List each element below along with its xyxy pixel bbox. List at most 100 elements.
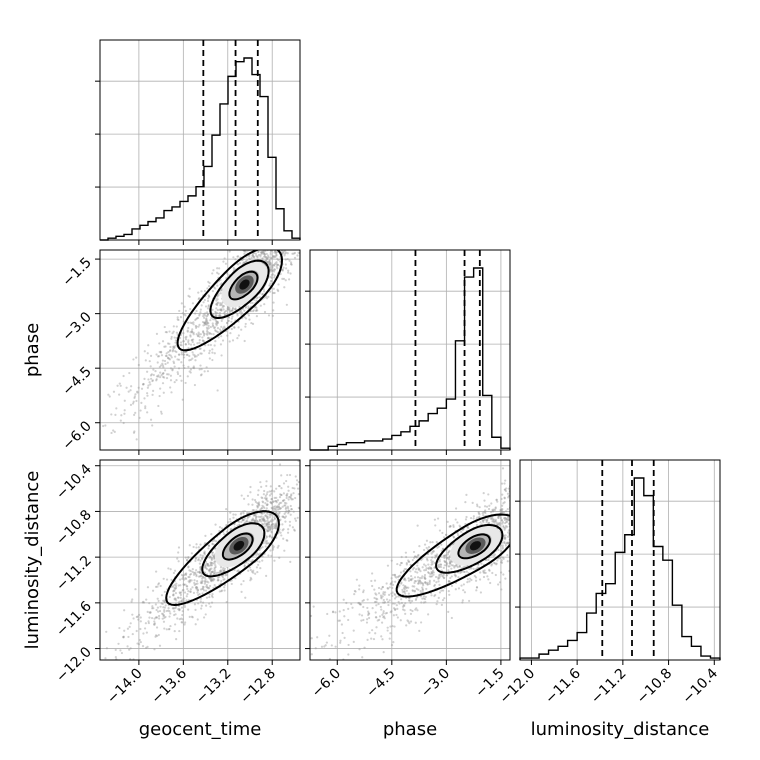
scatter-point xyxy=(515,530,517,532)
scatter-point xyxy=(208,357,211,360)
scatter-point xyxy=(468,567,471,570)
scatter-point xyxy=(422,597,425,600)
scatter-point xyxy=(193,383,197,387)
scatter-point xyxy=(286,531,290,534)
scatter-point xyxy=(504,479,507,482)
contour-0 xyxy=(228,270,259,301)
scatter-point xyxy=(205,580,209,583)
scatter-point xyxy=(507,516,510,520)
scatter-point xyxy=(495,521,498,524)
scatter-point xyxy=(475,586,479,589)
scatter-point xyxy=(267,521,271,524)
scatter-point xyxy=(221,306,224,309)
scatter-point xyxy=(203,576,206,579)
scatter-point xyxy=(257,503,260,506)
scatter-point xyxy=(343,177,345,179)
scatter-point xyxy=(208,570,211,573)
scatter-point xyxy=(367,610,370,613)
scatter-point xyxy=(183,591,187,594)
scatter-point xyxy=(347,618,350,622)
scatter-point xyxy=(276,247,278,249)
scatter-point xyxy=(207,324,210,328)
scatter-point xyxy=(278,511,281,514)
scatter-point xyxy=(383,615,386,618)
scatter-point xyxy=(232,516,235,519)
scatter-point xyxy=(165,609,168,613)
scatter-point xyxy=(218,314,221,317)
scatter-point xyxy=(272,500,275,504)
scatter-point xyxy=(503,501,506,504)
scatter-point xyxy=(362,589,365,592)
scatter-point xyxy=(274,252,278,255)
x-tick-label: −13.6 xyxy=(149,665,191,707)
scatter-point xyxy=(277,244,279,246)
contour-1 xyxy=(435,524,504,574)
scatter-point xyxy=(228,307,231,311)
scatter-point xyxy=(206,337,210,340)
scatter-point xyxy=(197,559,200,562)
scatter-point xyxy=(486,518,489,521)
x-tick-label: −12.0 xyxy=(497,666,539,708)
scatter-point xyxy=(254,500,257,504)
scatter-point xyxy=(280,245,282,247)
scatter-point xyxy=(487,578,490,581)
scatter-point xyxy=(240,714,242,716)
scatter-point xyxy=(264,540,267,543)
scatter-point xyxy=(198,571,201,574)
scatter-point xyxy=(262,217,264,219)
scatter-point xyxy=(295,668,297,670)
scatter-point xyxy=(277,258,280,262)
scatter-point xyxy=(147,378,150,381)
scatter-point xyxy=(129,622,132,625)
scatter-point xyxy=(465,493,468,496)
scatter-point xyxy=(487,522,491,525)
scatter-point xyxy=(197,557,200,561)
scatter-point xyxy=(180,606,184,609)
scatter-point xyxy=(270,492,273,495)
scatter-point xyxy=(381,585,385,589)
scatter-point xyxy=(213,560,216,563)
scatter-point xyxy=(286,505,289,508)
scatter-point xyxy=(183,578,186,581)
scatter-point xyxy=(287,236,289,238)
scatter-point xyxy=(511,543,513,545)
scatter-point xyxy=(262,237,264,239)
scatter-point xyxy=(195,333,198,336)
scatter-point xyxy=(260,506,264,510)
scatter-point xyxy=(238,520,241,523)
scatter-point xyxy=(441,547,445,550)
scatter-point xyxy=(249,485,252,489)
scatter-point xyxy=(253,245,255,247)
scatter-point xyxy=(159,605,162,608)
scatter-point xyxy=(172,345,175,348)
scatter-point xyxy=(304,184,306,186)
y-axis-label-luminosity_distance: luminosity_distance xyxy=(22,471,43,650)
scatter-point xyxy=(499,516,503,520)
scatter-point xyxy=(506,553,509,557)
scatter-point xyxy=(272,204,274,206)
scatter-point xyxy=(230,309,234,312)
scatter-point xyxy=(260,507,263,510)
scatter-point xyxy=(171,369,174,372)
scatter-point xyxy=(380,587,383,591)
scatter-point xyxy=(358,648,361,651)
scatter-point xyxy=(272,256,275,259)
scatter-point xyxy=(228,340,231,343)
scatter-point xyxy=(149,365,152,368)
scatter-point xyxy=(506,525,509,528)
scatter-point xyxy=(220,335,223,338)
scatter-point xyxy=(183,605,187,608)
scatter-point xyxy=(162,577,165,580)
scatter-point xyxy=(432,550,435,553)
scatter-point xyxy=(169,379,173,382)
scatter-point xyxy=(232,266,235,270)
scatter-point xyxy=(417,567,420,570)
scatter-point xyxy=(339,639,342,642)
scatter-point xyxy=(250,578,253,581)
scatter-point xyxy=(507,519,510,522)
scatter-point xyxy=(204,344,207,347)
scatter-point xyxy=(445,533,448,536)
scatter-point xyxy=(105,630,108,633)
scatter-point xyxy=(404,584,407,588)
scatter-point xyxy=(487,521,491,524)
